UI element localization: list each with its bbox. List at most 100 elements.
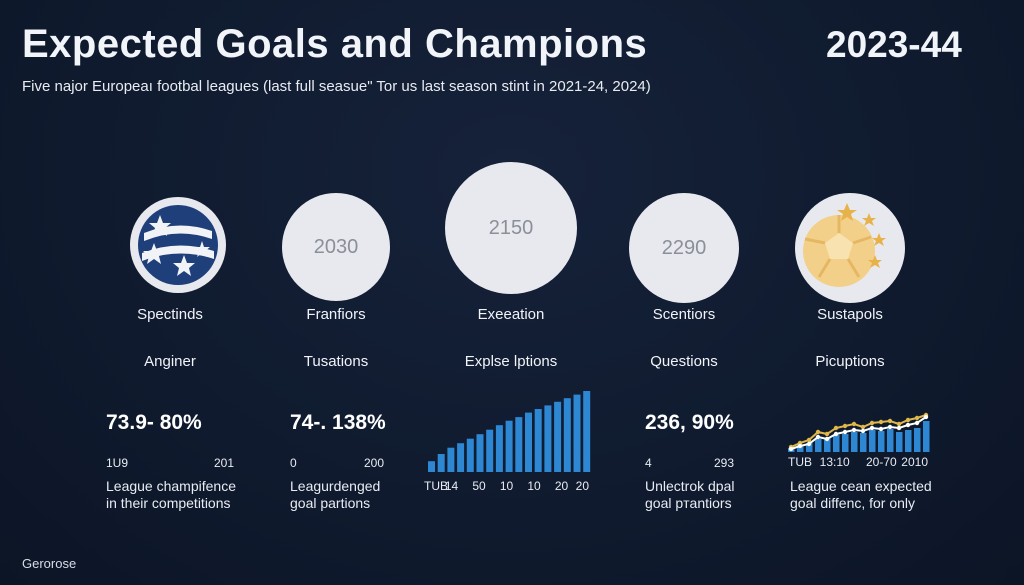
gold-line-point-5 bbox=[824, 431, 830, 437]
bar-9 bbox=[505, 420, 513, 472]
white-line-point-10 bbox=[869, 425, 875, 431]
tick-label: 10 bbox=[500, 479, 514, 493]
gold-line-point-11 bbox=[878, 419, 884, 425]
metric-value-4: 236, 90% bbox=[645, 411, 734, 434]
page-subtitle: Five najor Europeaı footbal leagues (las… bbox=[22, 78, 651, 95]
caption-4: Unlectrok dpal goal pтantiors bbox=[645, 478, 735, 512]
white-line-point-2 bbox=[797, 443, 803, 449]
caption-2: Leagurdenged goal partions bbox=[290, 478, 380, 512]
page-title: Expected Goals and Champions bbox=[22, 22, 648, 66]
bar-16 bbox=[573, 394, 581, 472]
bar-2 bbox=[797, 445, 804, 452]
gold-line-point-9 bbox=[860, 424, 866, 430]
column-category-1: Anginer bbox=[144, 353, 196, 370]
football-stars-icon bbox=[803, 203, 886, 287]
league-circle-3: 2150 bbox=[445, 162, 577, 294]
tick-label: 20-70 bbox=[866, 455, 897, 469]
white-line-point-9 bbox=[860, 428, 866, 434]
circle-value-3: 2150 bbox=[488, 216, 534, 239]
bar-10 bbox=[515, 417, 523, 472]
white-line-point-3 bbox=[806, 441, 812, 447]
tick-label: 10 bbox=[527, 479, 541, 493]
league-emblem-5 bbox=[795, 193, 905, 303]
white-line bbox=[790, 416, 927, 450]
league-circle-2: 2030 bbox=[282, 193, 390, 301]
caption-2-line-2: goal partions bbox=[290, 495, 371, 511]
range-max-2: 200 bbox=[364, 456, 385, 470]
bar-13 bbox=[896, 432, 903, 452]
gold-line-point-15 bbox=[914, 415, 920, 421]
bar-14 bbox=[554, 401, 562, 472]
range-min-4: 4 bbox=[645, 456, 652, 470]
column-name-5: Sustapols bbox=[817, 306, 883, 323]
circle-value-4: 2290 bbox=[661, 236, 707, 259]
metric-value-1: 73.9- 80% bbox=[106, 411, 202, 434]
white-line-point-6 bbox=[833, 431, 839, 437]
bar-14 bbox=[905, 430, 912, 452]
white-line-point-5 bbox=[824, 436, 830, 442]
bar-11 bbox=[525, 412, 532, 472]
bar-11 bbox=[878, 431, 885, 452]
bar-9 bbox=[860, 433, 867, 452]
stars-flag-icon bbox=[138, 205, 218, 285]
bar-15 bbox=[914, 428, 921, 452]
metric-value-2: 74-. 138% bbox=[290, 411, 386, 434]
white-line-point-7 bbox=[842, 429, 848, 435]
bar-4 bbox=[457, 443, 465, 472]
tick-label: 13:10 bbox=[820, 455, 850, 469]
white-line-point-1 bbox=[788, 446, 794, 452]
column-category-4: Questions bbox=[650, 353, 718, 370]
white-line-point-4 bbox=[815, 434, 821, 440]
bar-7 bbox=[486, 429, 494, 472]
gold-line-point-8 bbox=[851, 421, 857, 427]
bar-17 bbox=[583, 391, 591, 472]
bar-4 bbox=[815, 439, 822, 452]
circle-value-2: 2030 bbox=[313, 235, 359, 258]
gold-line-point-13 bbox=[896, 421, 902, 427]
white-line-point-8 bbox=[851, 427, 857, 433]
range-max-1: 201 bbox=[214, 456, 235, 470]
white-line-point-15 bbox=[914, 420, 920, 426]
bar-line-chart-goal-difference bbox=[788, 412, 930, 452]
gold-line-point-4 bbox=[815, 429, 821, 435]
bar-12 bbox=[534, 409, 542, 472]
tick-label: 2010 bbox=[901, 455, 928, 469]
gold-line-point-3 bbox=[806, 437, 812, 443]
bar-1 bbox=[428, 461, 435, 472]
league-circle-4: 2290 bbox=[629, 193, 739, 303]
column-name-3: Exeeation bbox=[477, 306, 545, 323]
range-max-4: 293 bbox=[714, 456, 735, 470]
column-category-5: Picuptions bbox=[815, 353, 885, 370]
bar-13 bbox=[544, 405, 552, 472]
column-name-2: Franfiors bbox=[306, 306, 366, 323]
caption-1-line-1: League champifence bbox=[106, 478, 236, 494]
caption-4-line-2: goal pтantiors bbox=[645, 495, 732, 511]
column-name-4: Scentiors bbox=[652, 306, 716, 323]
bar-8 bbox=[851, 432, 858, 452]
season-label: 2023-44 bbox=[826, 24, 962, 65]
bar-3 bbox=[447, 447, 455, 472]
bar-8 bbox=[495, 425, 503, 472]
column-name-1: Spectinds bbox=[137, 306, 203, 323]
gold-line-point-7 bbox=[842, 423, 848, 429]
white-line-point-13 bbox=[896, 425, 902, 431]
caption-1: League champifence in their competitions bbox=[106, 478, 236, 512]
range-min-1: 1U9 bbox=[106, 456, 129, 470]
gold-line-point-10 bbox=[869, 420, 875, 426]
bar-15 bbox=[563, 398, 571, 472]
tick-label: 50 bbox=[472, 479, 486, 493]
bar-5 bbox=[824, 438, 831, 452]
bar-5 bbox=[466, 438, 474, 472]
caption-5-line-2: goal diffenc, for only bbox=[790, 495, 916, 511]
bar-16 bbox=[923, 421, 930, 452]
gold-line-point-14 bbox=[905, 417, 911, 423]
bar-3 bbox=[806, 443, 813, 452]
gold-line-point-6 bbox=[833, 425, 839, 431]
bar-6 bbox=[476, 434, 484, 472]
white-line-point-11 bbox=[878, 426, 884, 432]
range-min-2: 0 bbox=[290, 456, 297, 470]
tick-label: 14 bbox=[445, 479, 459, 493]
tick-label: 20 bbox=[555, 479, 569, 493]
column-category-3: Explse lptions bbox=[464, 353, 558, 370]
